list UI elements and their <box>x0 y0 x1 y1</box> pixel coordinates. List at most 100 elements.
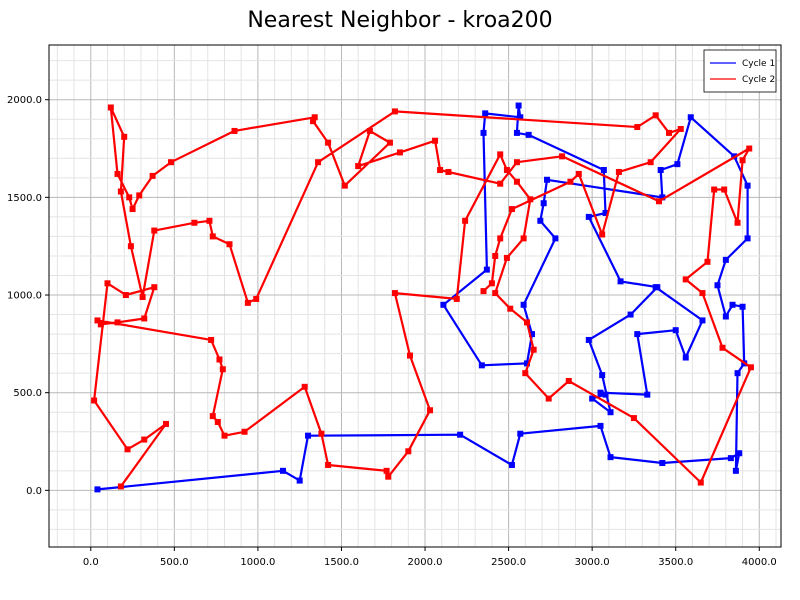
series-2-point <box>432 137 439 144</box>
series-2-point <box>719 344 726 351</box>
series-2-point <box>697 479 704 486</box>
series-2-point <box>151 284 158 291</box>
series-1-point <box>585 213 592 220</box>
series-2-point <box>366 127 373 134</box>
series-2-point <box>126 194 133 201</box>
series-1-point <box>659 194 666 201</box>
grid <box>49 45 781 547</box>
series-1-point <box>744 182 751 189</box>
series-1-point <box>734 370 741 377</box>
series-1-point <box>617 278 624 285</box>
series-2-point <box>427 407 434 414</box>
series-2-point <box>162 420 169 427</box>
series-2-point <box>244 299 251 306</box>
series-2-point <box>121 133 128 140</box>
series-2-point <box>253 295 260 302</box>
series-2-point <box>405 448 412 455</box>
series-2-point <box>497 151 504 158</box>
series-1-point <box>515 102 522 109</box>
series-1-point <box>634 331 641 338</box>
series-1-point <box>520 301 527 308</box>
series-2-point <box>647 159 654 166</box>
series-2-point <box>139 293 146 300</box>
tick-labels: 0.0 500.0 1000.0 1500.0 2000.0 2500.0 3000.0 35… <box>7 95 777 568</box>
series-2-point <box>91 397 98 404</box>
series-1-point <box>739 303 746 310</box>
series-2-point <box>615 168 622 175</box>
legend-label: Cycle 2 <box>742 75 775 85</box>
series-2-point <box>599 231 606 238</box>
series-2-point <box>497 180 504 187</box>
series-1-point <box>482 110 489 117</box>
y-tick-label: 1000.0 <box>7 291 42 302</box>
series-2-point <box>208 336 215 343</box>
series-2-point <box>497 235 504 242</box>
series-1-point <box>714 282 721 289</box>
series-2-point <box>492 252 499 259</box>
x-tick-label: 3000.0 <box>575 557 610 568</box>
series-2-point <box>565 377 572 384</box>
series-2-point <box>704 258 711 265</box>
series-1-point <box>672 327 679 334</box>
series-2-point <box>151 227 158 234</box>
series-1-point <box>478 362 485 369</box>
series-1-point <box>480 129 487 136</box>
legend: Cycle 1 Cycle 2 <box>703 49 777 93</box>
series-2-point <box>462 217 469 224</box>
series-1-point <box>732 467 739 474</box>
series-2-point <box>747 364 754 371</box>
series-2-point <box>341 182 348 189</box>
x-tick-label: 1000.0 <box>240 557 275 568</box>
series-layer <box>91 102 754 493</box>
series-2-point <box>191 219 198 226</box>
series-2-point <box>209 233 216 240</box>
series-1-point <box>552 235 559 242</box>
series-1-point <box>513 129 520 136</box>
series-2-point <box>386 139 393 146</box>
series-1-point <box>682 354 689 361</box>
x-tick-label: 2500.0 <box>491 557 526 568</box>
series-2-point <box>677 125 684 132</box>
series-2-point <box>301 383 308 390</box>
series-2-point <box>315 159 322 166</box>
series-2-point <box>311 114 318 121</box>
legend-label: Cycle 1 <box>742 59 775 69</box>
series-2-point <box>503 167 510 174</box>
series-2-point <box>391 290 398 297</box>
series-1-point <box>607 409 614 416</box>
series-1-point <box>597 422 604 429</box>
series-2 <box>91 104 754 490</box>
series-2-point <box>523 319 530 326</box>
series-2-point <box>149 172 156 179</box>
series-1-point <box>627 311 634 318</box>
series-1-point <box>607 454 614 461</box>
series-2-point <box>513 178 520 185</box>
series-2-point <box>575 170 582 177</box>
series-1-point <box>597 389 604 396</box>
series-1 <box>94 102 751 493</box>
series-2-point <box>746 145 753 152</box>
series-1-point <box>722 256 729 263</box>
series-1-point <box>483 266 490 273</box>
series-1-point <box>540 200 547 207</box>
series-1-point <box>644 391 651 398</box>
series-1-point <box>602 209 609 216</box>
series-2-point <box>699 290 706 297</box>
series-1-point <box>727 455 734 462</box>
series-2-point <box>385 473 392 480</box>
series-2-point <box>318 430 325 437</box>
series-1-point <box>599 372 606 379</box>
series-2-point <box>209 413 216 420</box>
series-2-point <box>492 290 499 297</box>
series-2-point <box>310 118 317 125</box>
series-2-point <box>141 315 148 322</box>
series-2-point <box>97 321 104 328</box>
series-1-point <box>525 131 532 138</box>
x-tick-label: 2000.0 <box>408 557 443 568</box>
series-2-point <box>406 352 413 359</box>
series-1-point <box>523 360 530 367</box>
series-2-point <box>391 108 398 115</box>
series-1-point <box>736 450 743 457</box>
series-2-point <box>124 446 131 453</box>
